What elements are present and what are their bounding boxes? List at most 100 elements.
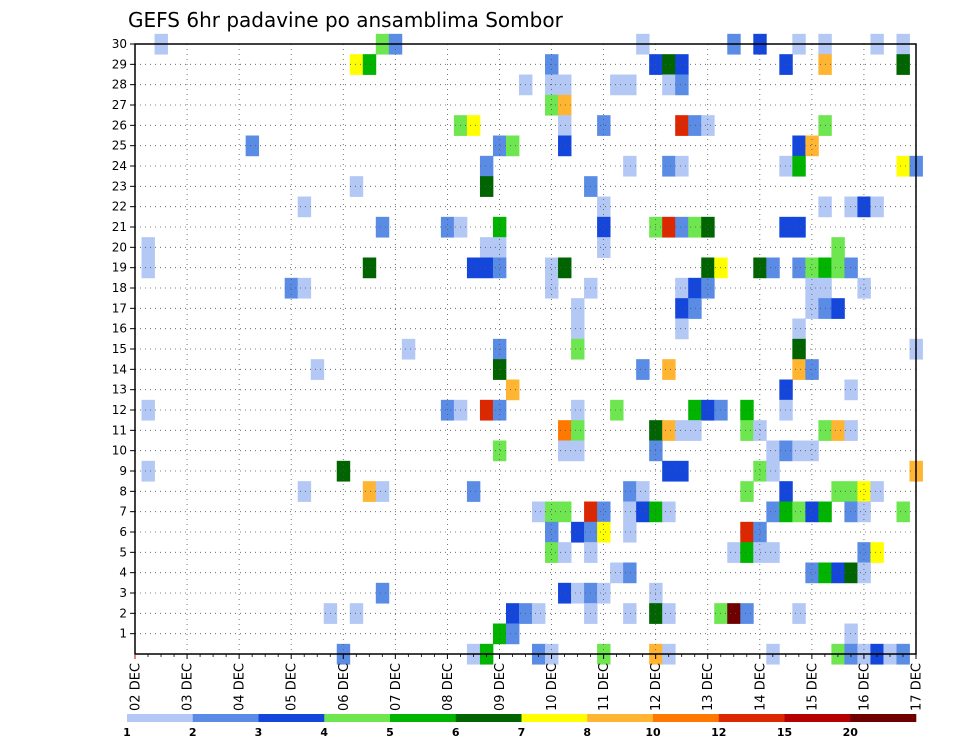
heatmap-cell (857, 562, 871, 584)
heatmap-cell (675, 420, 689, 441)
heatmap-cell (479, 257, 494, 279)
heatmap-cell (688, 115, 702, 136)
heatmap-cell (831, 481, 845, 502)
legend-label: 4 (320, 726, 328, 739)
heatmap-cell (375, 582, 390, 604)
legend-label: 20 (843, 726, 859, 739)
heatmap-cell (792, 359, 806, 380)
heatmap-cell (545, 542, 559, 563)
x-tick-label: 10 DEC (545, 663, 560, 711)
heatmap-cell (597, 237, 611, 258)
heatmap-cell (870, 542, 884, 563)
y-axis: 1234567891011121314151617181920212223242… (112, 37, 135, 641)
heatmap-cell (792, 257, 806, 279)
y-tick-label: 25 (112, 139, 127, 153)
heatmap-cell (571, 582, 585, 604)
heatmap-cell (362, 54, 377, 75)
heatmap-cell (779, 216, 793, 238)
heatmap-cell (375, 216, 390, 238)
heatmap-cell (558, 440, 572, 462)
heatmap-cell (505, 379, 520, 401)
heatmap-cell (558, 74, 572, 96)
heatmap-cell (479, 399, 494, 421)
legend-swatch (127, 714, 194, 722)
heatmap-cell (844, 196, 858, 218)
heatmap-cell (479, 237, 494, 258)
heatmap-cell (375, 481, 390, 502)
heatmap-cell (571, 521, 585, 543)
x-tick-label: 03 DEC (181, 663, 196, 711)
legend-label: 15 (777, 726, 792, 739)
y-tick-label: 21 (112, 220, 127, 234)
heatmap-cell (597, 196, 611, 218)
heatmap-cell (857, 277, 871, 299)
y-tick-label: 3 (119, 586, 127, 600)
heatmap-cell (844, 420, 858, 441)
y-tick-label: 28 (112, 78, 127, 92)
x-tick-label: 12 DEC (649, 663, 664, 711)
legend-swatch (192, 714, 259, 722)
heatmap-cell (779, 379, 793, 401)
heatmap-cell (779, 481, 793, 502)
heatmap-cell (792, 318, 806, 340)
x-tick-label: 02 DEC (129, 663, 144, 711)
heatmap-cell (245, 135, 260, 157)
heatmap-cell (440, 399, 455, 421)
heatmap-cell (505, 603, 520, 624)
y-tick-label: 11 (112, 423, 127, 437)
heatmap-cell (545, 521, 559, 543)
heatmap-cell (141, 460, 155, 482)
legend-label: 7 (518, 726, 526, 739)
heatmap-cell (297, 196, 312, 218)
heatmap-cell (662, 74, 676, 96)
heatmap-cell (675, 74, 689, 96)
heatmap-cell (675, 54, 689, 75)
heatmap-cell (766, 257, 780, 279)
y-tick-label: 27 (112, 98, 127, 112)
heatmap-cell (688, 399, 702, 421)
heatmap-cell (740, 542, 754, 563)
y-tick-label: 29 (112, 57, 127, 71)
heatmap-cell (805, 501, 819, 523)
heatmap-cell (805, 257, 819, 279)
heatmap-cell (505, 623, 520, 645)
heatmap-cell (844, 379, 858, 401)
heatmap-cell (623, 155, 637, 177)
chart-title: GEFS 6hr padavine po ansamblima Sombor (128, 8, 564, 32)
heatmap-cell (362, 257, 377, 279)
heatmap-cell (662, 420, 676, 441)
heatmap-cell (779, 54, 793, 75)
heatmap-cell (779, 155, 793, 177)
heatmap-cell (492, 216, 507, 238)
heatmap-cell (141, 237, 155, 258)
legend-swatch (390, 714, 457, 722)
heatmap-cell (623, 74, 637, 96)
heatmap-cell (675, 155, 689, 177)
y-tick-label: 17 (112, 301, 127, 315)
heatmap-cell (896, 501, 910, 523)
heatmap-cell (688, 420, 702, 441)
heatmap-cell (857, 542, 871, 563)
heatmap-cell (779, 501, 793, 523)
heatmap-cell (492, 623, 507, 645)
heatmap-cell (466, 115, 481, 136)
heatmap-cell (870, 481, 884, 502)
heatmap-cell (701, 115, 715, 136)
heatmap-cell (662, 501, 676, 523)
y-tick-label: 2 (119, 606, 127, 620)
heatmap-cell (349, 54, 364, 75)
heatmap-cell (870, 196, 884, 218)
heatmap-cell (844, 623, 858, 645)
heatmap-cell (675, 460, 689, 482)
x-tick-label: 16 DEC (857, 663, 872, 711)
heatmap-cell (479, 155, 494, 177)
heatmap-cell (310, 359, 325, 380)
heatmap-cell (571, 318, 585, 340)
heatmap-cell (349, 603, 364, 624)
heatmap-cell (545, 277, 559, 299)
heatmap-cell (297, 481, 312, 502)
legend-label: 6 (452, 726, 460, 739)
heatmap-cell (675, 298, 689, 319)
x-tick-label: 07 DEC (389, 663, 404, 711)
